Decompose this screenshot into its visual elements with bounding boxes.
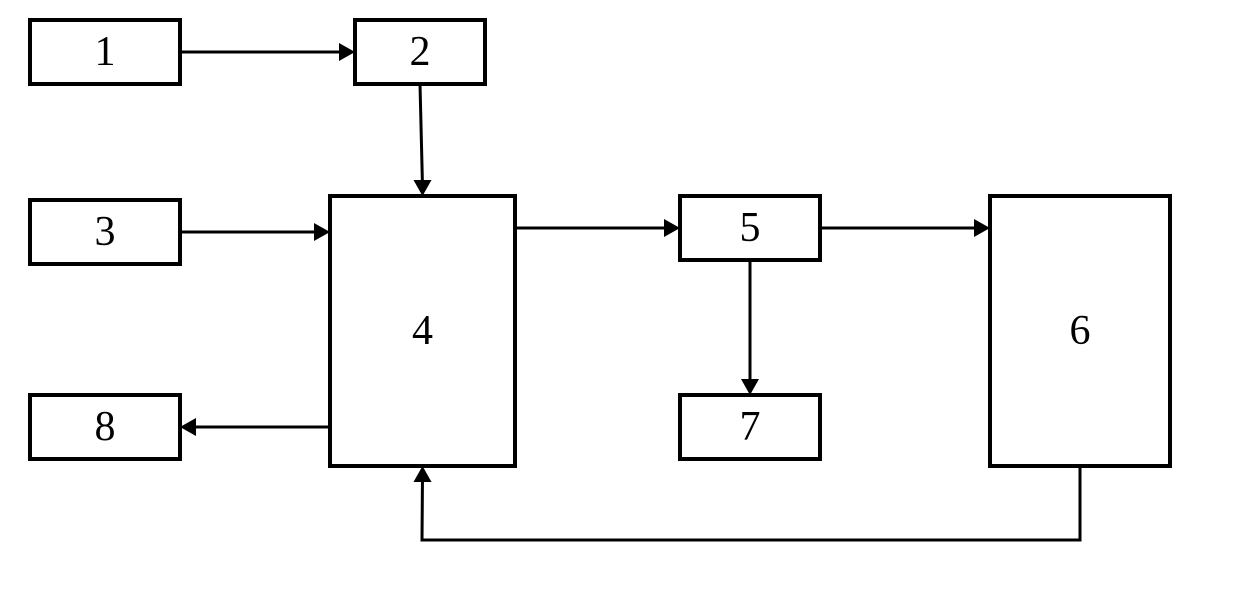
node-n1: 1 — [30, 20, 180, 84]
node-label: 6 — [1070, 308, 1091, 354]
node-label: 4 — [412, 308, 433, 354]
node-label: 2 — [410, 29, 431, 75]
node-n5: 5 — [680, 196, 820, 260]
node-label: 3 — [95, 209, 116, 255]
node-label: 5 — [740, 205, 761, 251]
node-label: 8 — [95, 404, 116, 450]
node-n6: 6 — [990, 196, 1170, 466]
node-label: 1 — [95, 29, 116, 75]
node-label: 7 — [740, 404, 761, 450]
node-n4: 4 — [330, 196, 515, 466]
node-n3: 3 — [30, 200, 180, 264]
node-n8: 8 — [30, 395, 180, 459]
node-n7: 7 — [680, 395, 820, 459]
node-n2: 2 — [355, 20, 485, 84]
